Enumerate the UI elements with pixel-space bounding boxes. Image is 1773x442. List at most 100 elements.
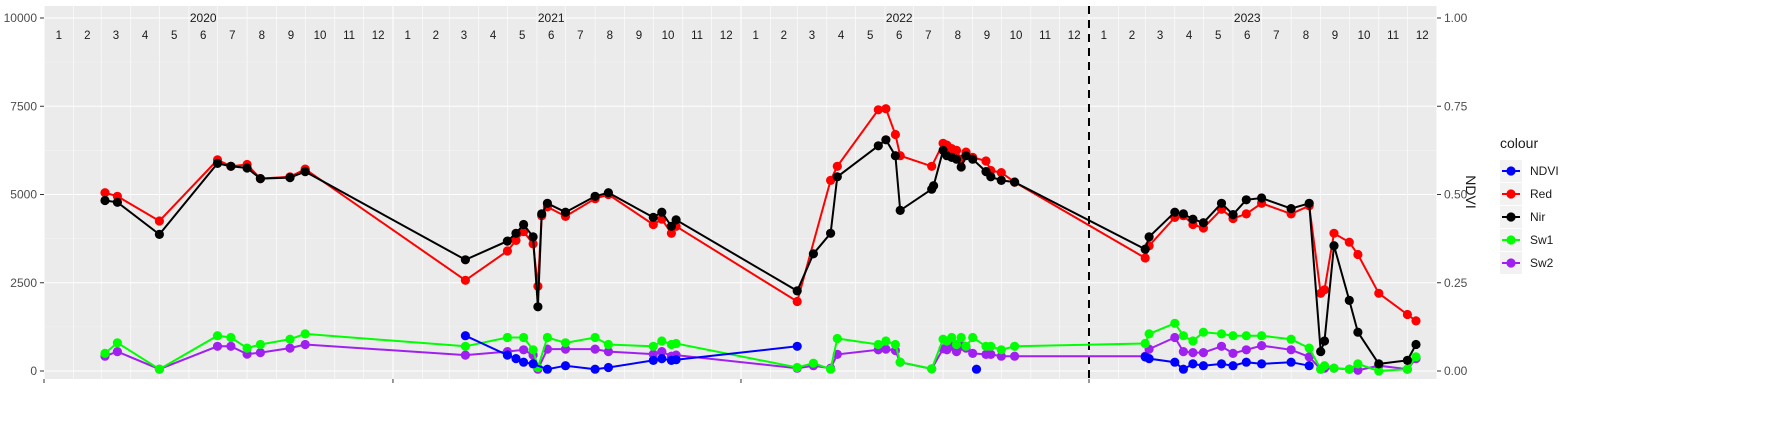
sw1-point [873, 339, 883, 350]
sw1-point [826, 364, 836, 374]
sw1-point [112, 338, 122, 348]
nir-point [1144, 232, 1154, 242]
sw1-point [1140, 338, 1150, 349]
month-label: 2 [1129, 30, 1135, 42]
sw2-point [1228, 348, 1238, 358]
sw2-point [226, 341, 236, 351]
month-label: 2 [433, 30, 439, 42]
sw1-point [1411, 352, 1421, 362]
month-label: 11 [1039, 30, 1051, 42]
sw1-point [1144, 329, 1154, 339]
sw2-point [1286, 345, 1296, 355]
right-tick-label: 0.50 [1444, 188, 1468, 202]
sw1-point [1188, 336, 1198, 346]
red-point [1140, 253, 1150, 263]
left-tick-label: 5000 [10, 188, 37, 202]
sw1-point [792, 362, 802, 373]
sw1-point [285, 334, 295, 344]
month-label: 3 [809, 30, 815, 42]
sw2-point [996, 351, 1006, 361]
left-tick-label: 10000 [4, 11, 38, 25]
red-point [1353, 249, 1363, 260]
month-label: 6 [896, 30, 902, 42]
year-label: 2022 [886, 11, 913, 25]
red-point [890, 129, 901, 140]
nir-point [808, 249, 819, 259]
month-label: 3 [461, 30, 467, 42]
sw1-point [519, 332, 529, 343]
red-point [1402, 309, 1412, 320]
nir-point [112, 197, 122, 207]
month-label: 6 [548, 30, 554, 42]
nir-point [792, 286, 802, 296]
month-label: 2 [84, 30, 90, 42]
sw1-point [154, 364, 164, 374]
nir-point [1353, 327, 1363, 337]
red-point [996, 168, 1006, 178]
sw1-point [460, 341, 470, 351]
sw2-point [255, 348, 265, 358]
sw1-point [1010, 341, 1020, 351]
sw2-point [1216, 341, 1227, 351]
month-label: 7 [925, 30, 931, 42]
sw1-point [895, 357, 905, 367]
legend-key-point [1506, 212, 1516, 222]
month-label: 12 [372, 30, 385, 42]
nir-point [1188, 214, 1198, 224]
sw2-point [1178, 347, 1188, 357]
ndvi-point [971, 364, 982, 374]
legend: colour NDVI Red Nir Sw1 Sw2 [1500, 135, 1559, 274]
sw1-point [986, 341, 996, 351]
left-tick-label: 0 [30, 364, 37, 378]
month-label: 6 [200, 30, 206, 42]
nir-point [603, 188, 614, 198]
ndvi-point [502, 350, 512, 360]
legend-entry-label: Sw1 [1530, 233, 1554, 247]
month-label: 12 [720, 30, 733, 42]
nir-point [1178, 209, 1188, 219]
sw1-point [1170, 318, 1180, 328]
nir-point [1329, 241, 1339, 251]
nir-point [1319, 336, 1330, 346]
month-label: 11 [343, 30, 355, 42]
nir-point [1344, 295, 1354, 305]
nir-point [560, 207, 571, 217]
red-point [511, 235, 521, 245]
ndvi-point [1216, 359, 1227, 369]
ndvi-point [590, 364, 600, 374]
ndvi-point [671, 355, 681, 365]
sw2-point [1188, 348, 1198, 358]
sw1-point [502, 332, 512, 343]
month-label: 12 [1068, 30, 1081, 42]
nir-point [929, 181, 939, 191]
month-label: 8 [955, 30, 961, 42]
sw1-point [1353, 359, 1363, 369]
red-point [1411, 316, 1421, 326]
sw1-point [1402, 364, 1412, 374]
month-label: 5 [519, 30, 525, 42]
right-axis-title: NDVI [1463, 175, 1479, 208]
red-point [832, 161, 842, 171]
nir-point [255, 174, 265, 184]
sw1-point [212, 331, 223, 341]
legend-entry-label: Red [1530, 187, 1552, 201]
month-label: 10 [662, 30, 675, 42]
sw1-point [881, 336, 891, 346]
red-point [154, 216, 164, 226]
sw2-point [986, 349, 996, 359]
nir-point [951, 154, 962, 164]
legend-key-point [1506, 189, 1516, 199]
legend-entry-label: NDVI [1530, 164, 1559, 178]
month-label: 4 [490, 30, 497, 42]
month-label: 6 [1244, 30, 1250, 42]
sw2-point [657, 347, 667, 357]
month-label: 4 [1186, 30, 1193, 42]
nir-point [226, 161, 236, 171]
legend-key-point [1506, 235, 1516, 245]
month-label: 10 [1010, 30, 1023, 42]
sw1-point [671, 338, 681, 349]
ndvi-point [1178, 364, 1188, 374]
sw1-point [590, 332, 600, 343]
month-label: 11 [691, 30, 703, 42]
sw2-point [1241, 345, 1251, 355]
